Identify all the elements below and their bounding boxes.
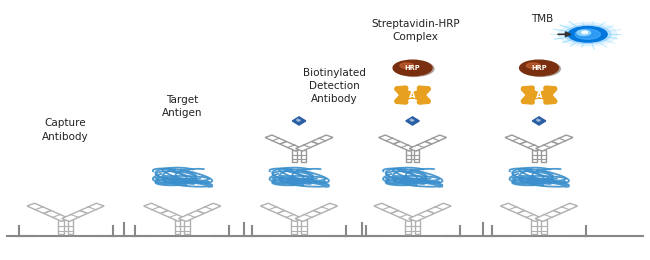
Circle shape [526,63,540,68]
Circle shape [568,27,607,42]
FancyBboxPatch shape [405,220,411,234]
Polygon shape [295,211,321,221]
Polygon shape [519,141,543,151]
FancyBboxPatch shape [541,220,547,234]
Circle shape [521,61,560,76]
Polygon shape [280,141,302,151]
Polygon shape [261,203,285,213]
Polygon shape [160,211,186,221]
Polygon shape [62,211,88,221]
FancyBboxPatch shape [541,150,546,162]
FancyBboxPatch shape [292,150,297,162]
Polygon shape [374,203,398,213]
Polygon shape [27,203,51,213]
Circle shape [575,29,601,39]
Polygon shape [406,117,419,125]
Polygon shape [410,119,414,121]
Polygon shape [265,135,287,144]
Polygon shape [144,203,168,213]
Text: A: A [536,90,542,100]
Polygon shape [500,203,525,213]
FancyBboxPatch shape [68,220,73,234]
FancyBboxPatch shape [184,220,190,234]
FancyBboxPatch shape [301,220,307,234]
Polygon shape [409,211,435,221]
Circle shape [519,60,558,76]
FancyBboxPatch shape [531,220,537,234]
Polygon shape [313,203,337,213]
Polygon shape [197,203,221,213]
Text: HRP: HRP [531,65,547,71]
Text: Biotinylated
Detection
Antibody: Biotinylated Detection Antibody [304,68,366,104]
Polygon shape [532,117,546,125]
Polygon shape [552,135,573,144]
Polygon shape [536,141,558,151]
Circle shape [577,30,591,35]
Circle shape [395,61,434,76]
Polygon shape [296,141,318,151]
Text: Streptavidin-HRP
Complex: Streptavidin-HRP Complex [372,19,460,42]
Polygon shape [179,211,204,221]
FancyBboxPatch shape [532,150,538,162]
Polygon shape [80,203,104,213]
Text: Capture
Antibody: Capture Antibody [42,118,89,142]
FancyBboxPatch shape [174,220,180,234]
FancyBboxPatch shape [291,220,297,234]
Circle shape [564,25,611,44]
Text: TMB: TMB [531,14,553,24]
Polygon shape [44,211,70,221]
Circle shape [393,60,432,76]
Polygon shape [312,135,333,144]
Polygon shape [296,119,300,121]
FancyBboxPatch shape [301,150,306,162]
Polygon shape [393,141,416,151]
Polygon shape [517,211,543,221]
FancyBboxPatch shape [406,150,411,162]
FancyBboxPatch shape [530,92,548,99]
Polygon shape [378,135,400,144]
Polygon shape [427,203,451,213]
Polygon shape [277,211,303,221]
Circle shape [400,63,413,68]
Polygon shape [535,211,561,221]
Polygon shape [505,135,526,144]
FancyBboxPatch shape [58,220,64,234]
Text: A: A [410,90,416,100]
Polygon shape [425,135,447,144]
Polygon shape [292,117,306,125]
FancyBboxPatch shape [404,92,421,99]
FancyBboxPatch shape [415,220,421,234]
Circle shape [558,23,617,46]
Text: HRP: HRP [405,65,421,71]
Polygon shape [391,211,417,221]
Polygon shape [536,119,541,121]
Polygon shape [409,141,432,151]
FancyBboxPatch shape [414,150,419,162]
Polygon shape [553,203,578,213]
Circle shape [582,31,588,34]
Text: Target
Antigen: Target Antigen [162,95,203,118]
